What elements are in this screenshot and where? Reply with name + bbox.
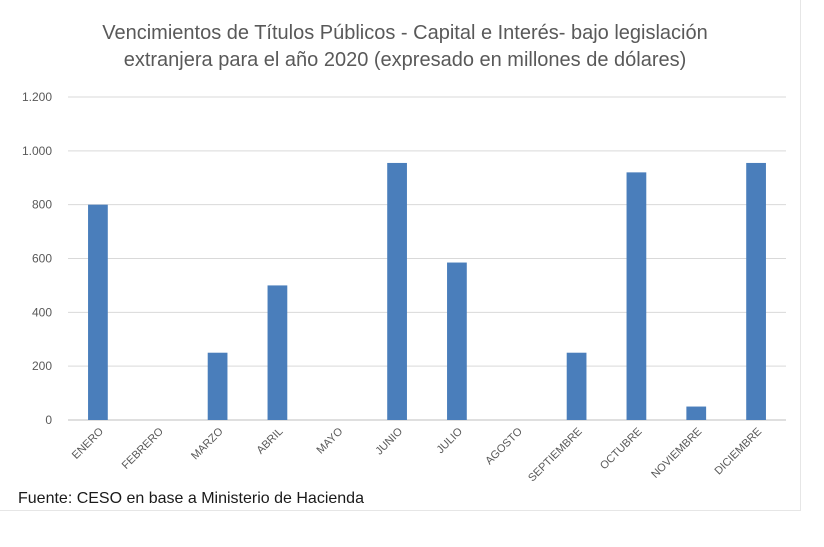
x-tick-label: OCTUBRE [598, 426, 645, 473]
source-note: Fuente: CESO en base a Ministerio de Hac… [18, 490, 364, 507]
bar [387, 162, 407, 420]
bar [566, 352, 587, 420]
y-tick-label: 1.200 [22, 90, 52, 104]
x-tick-label: SEPTIEMBRE [526, 426, 585, 485]
x-tick-label: AGOSTO [483, 425, 525, 467]
bar [267, 285, 288, 420]
x-tick-label: MAYO [315, 425, 346, 456]
bar [447, 262, 467, 420]
bar [686, 406, 707, 420]
y-tick-label: 0 [45, 413, 52, 427]
x-tick-label: DICIEMBRE [712, 426, 764, 478]
x-tick-label: MARZO [189, 425, 226, 462]
x-tick-label: FEBRERO [120, 425, 166, 471]
y-tick-label: 1.000 [22, 144, 52, 158]
x-tick-label: JULIO [434, 425, 465, 456]
x-tick-label: ENERO [70, 425, 106, 461]
x-tick-label: ABRIL [255, 426, 286, 457]
y-tick-label: 600 [32, 252, 52, 266]
x-tick-label: NOVIEMBRE [649, 426, 704, 481]
y-tick-label: 400 [32, 305, 52, 319]
bar [88, 204, 108, 420]
y-tick-label: 200 [32, 359, 52, 373]
chart-title-line-2: extranjera para el año 2020 (expresado e… [123, 49, 687, 71]
bar [746, 162, 766, 420]
chart-title: Vencimientos de Títulos Públicos - Capit… [40, 20, 770, 74]
x-tick-label: JUNIO [373, 425, 405, 457]
bar [207, 352, 228, 420]
y-tick-label: 800 [32, 198, 52, 212]
bar [626, 172, 647, 420]
chart-title-line-1: Vencimientos de Títulos Públicos - Capit… [102, 22, 708, 44]
